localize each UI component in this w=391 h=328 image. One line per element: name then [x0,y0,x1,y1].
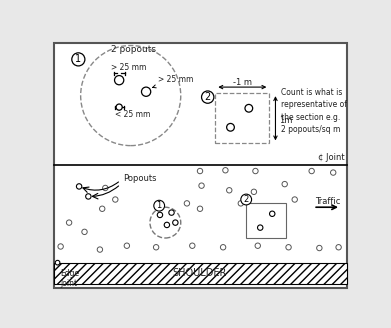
Bar [246,203,286,238]
Text: > 25 mm: > 25 mm [152,75,194,88]
Circle shape [142,87,151,96]
Text: 1m: 1m [279,116,293,125]
Text: SHOULDER: SHOULDER [173,268,227,278]
Circle shape [124,243,129,248]
Circle shape [292,197,298,202]
Circle shape [154,200,165,211]
Circle shape [199,183,204,188]
Circle shape [226,188,232,193]
Text: 2: 2 [204,92,211,102]
Circle shape [251,189,256,195]
Circle shape [86,194,91,199]
Circle shape [82,229,87,235]
Circle shape [97,247,102,252]
Circle shape [150,207,181,238]
Text: ¢ Joint: ¢ Joint [318,153,345,162]
Circle shape [245,104,253,112]
Bar [215,93,269,143]
Circle shape [190,243,195,248]
Circle shape [330,170,336,175]
Text: 1: 1 [75,54,81,64]
Circle shape [258,225,263,230]
Circle shape [197,168,203,174]
Text: > 25 mm: > 25 mm [111,63,147,72]
Circle shape [223,168,228,173]
Text: Edge
Joint: Edge Joint [61,269,80,288]
Circle shape [221,245,226,250]
Text: Popouts: Popouts [123,174,156,183]
Text: Traffic: Traffic [315,196,340,206]
Circle shape [201,91,214,103]
Circle shape [81,46,181,146]
Text: Count is what is
representative of
the section e.g.
2 popouts/sq m: Count is what is representative of the s… [281,88,347,134]
Circle shape [72,53,85,66]
Circle shape [336,245,341,250]
Circle shape [115,75,124,85]
Circle shape [197,206,203,212]
Circle shape [269,211,275,216]
Circle shape [184,201,190,206]
Text: < 25 mm: < 25 mm [115,110,151,119]
Circle shape [255,243,260,248]
Text: 2: 2 [244,195,249,204]
Circle shape [157,212,163,217]
Circle shape [66,220,72,225]
Circle shape [169,210,174,215]
Circle shape [309,168,314,174]
Circle shape [153,245,159,250]
Circle shape [173,220,178,225]
Circle shape [286,245,291,250]
Circle shape [116,104,122,110]
Circle shape [58,244,63,249]
Text: -1 m: -1 m [233,78,252,87]
Circle shape [317,245,322,251]
Circle shape [227,123,234,131]
Circle shape [238,201,244,206]
Circle shape [164,222,170,228]
Bar [54,263,347,284]
Circle shape [282,181,287,187]
Circle shape [241,194,251,205]
Circle shape [113,197,118,202]
Text: 2 popouts: 2 popouts [111,45,156,54]
Circle shape [253,168,258,174]
Circle shape [102,185,108,191]
Circle shape [76,184,82,189]
Text: 1: 1 [156,201,162,210]
Circle shape [55,260,60,265]
Circle shape [100,206,105,212]
